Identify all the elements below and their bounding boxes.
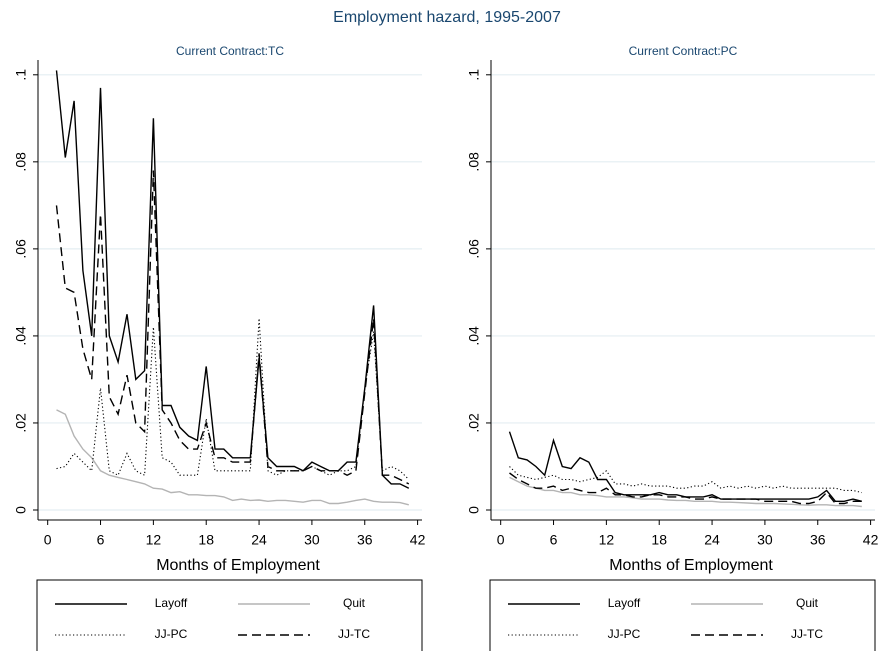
series-line: [56, 409, 409, 506]
y-tick-label: .08: [13, 152, 29, 172]
legend-label: JJ-TC: [338, 627, 370, 641]
y-tick-label: .06: [13, 239, 29, 259]
legend-label: Layoff: [155, 596, 188, 610]
x-tick-label: 24: [704, 532, 720, 548]
legend-box: [489, 579, 876, 651]
x-tick-label: 12: [599, 532, 615, 548]
series-line: [56, 318, 410, 480]
legend-label: JJ-PC: [155, 627, 188, 641]
x-tick-label: 0: [44, 532, 52, 548]
y-tick-label: .04: [13, 326, 29, 346]
y-tick-label: 0: [13, 506, 29, 514]
x-tick-label: 42: [410, 532, 426, 548]
y-tick-label: 0: [466, 506, 482, 514]
y-tick-label: .02: [13, 413, 29, 433]
series-line: [509, 476, 862, 508]
x-axis-label: Months of Employment: [156, 557, 320, 574]
legend-label: JJ-PC: [608, 627, 641, 641]
x-tick-label: 36: [357, 532, 373, 548]
series-line: [509, 472, 862, 505]
x-tick-label: 12: [146, 532, 162, 548]
legend-label: JJ-TC: [791, 627, 823, 641]
x-axis-label: Months of Employment: [609, 557, 773, 574]
y-tick-label: .06: [466, 239, 482, 259]
series-line: [509, 466, 862, 494]
legend-label: Quit: [343, 596, 366, 610]
x-tick-label: 6: [550, 532, 558, 548]
y-tick-label: .08: [466, 152, 482, 172]
legend-label: Layoff: [608, 596, 641, 610]
x-tick-label: 18: [198, 532, 214, 548]
x-tick-label: 6: [97, 532, 105, 548]
y-tick-label: .1: [466, 69, 482, 81]
x-tick-label: 36: [810, 532, 826, 548]
figure-title: Employment hazard, 1995-2007: [333, 9, 561, 26]
x-tick-label: 18: [651, 532, 667, 548]
panel-title: Current Contract:TC: [176, 44, 284, 58]
legend-box: [36, 579, 423, 651]
x-tick-label: 24: [251, 532, 267, 548]
x-tick-label: 0: [497, 532, 505, 548]
y-tick-label: .04: [466, 326, 482, 346]
legend-label: Quit: [796, 596, 819, 610]
x-tick-label: 42: [863, 532, 879, 548]
panel-title: Current Contract:PC: [629, 44, 738, 58]
x-tick-label: 30: [757, 532, 773, 548]
series-line: [55, 170, 410, 485]
y-tick-label: .1: [13, 69, 29, 81]
y-tick-label: .02: [466, 413, 482, 433]
x-tick-label: 30: [304, 532, 320, 548]
series-line: [55, 70, 410, 489]
